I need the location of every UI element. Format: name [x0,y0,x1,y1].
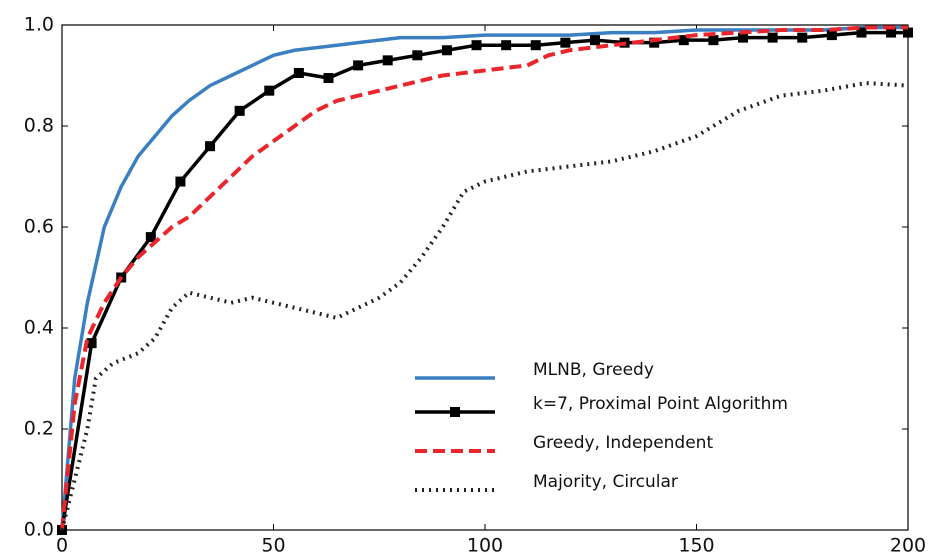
y-tick-label: 0.8 [24,115,54,137]
series-marker [738,32,749,43]
legend-label: MLNB, Greedy [533,360,654,380]
series-marker [797,32,808,43]
legend-label: k=7, Proximal Point Algorithm [533,394,788,414]
series-marker [175,176,186,187]
x-tick-label: 0 [56,535,68,556]
legend-marker [450,407,460,417]
series-line [60,30,908,531]
series-marker [826,30,837,41]
y-tick-label: 0.0 [24,519,54,541]
series-marker [856,27,867,38]
x-tick-label: 150 [678,535,714,556]
legend-label: Majority, Circular [533,472,678,492]
x-tick-label: 100 [467,535,503,556]
series-line [60,81,909,531]
series-marker [708,35,719,46]
series-marker [649,37,660,48]
series-marker [205,141,216,152]
y-tick-label: 1.0 [24,14,54,36]
series-marker [293,67,304,78]
series-marker [501,40,512,51]
series-marker [471,40,482,51]
series-marker [560,37,571,48]
series-marker [441,45,452,56]
series-line [60,25,908,531]
series-marker [145,232,156,243]
series-marker [886,27,897,38]
series-line [60,25,908,531]
legend-label: Greedy, Independent [533,433,713,453]
series-marker [382,55,393,66]
x-tick-label: 200 [890,535,926,556]
series-marker [86,338,97,349]
y-tick-label: 0.6 [24,216,54,238]
series-marker [412,50,423,61]
series-marker [530,40,541,51]
y-tick-label: 0.2 [24,418,54,440]
y-tick-label: 0.4 [24,317,54,339]
x-tick-label: 50 [261,535,285,556]
series-marker [678,35,689,46]
series-marker [264,85,275,96]
series-marker [323,73,334,84]
series-marker [353,60,364,71]
series-marker [767,32,778,43]
series-marker [234,105,245,116]
series-marker [903,27,913,38]
series-marker [589,35,600,46]
